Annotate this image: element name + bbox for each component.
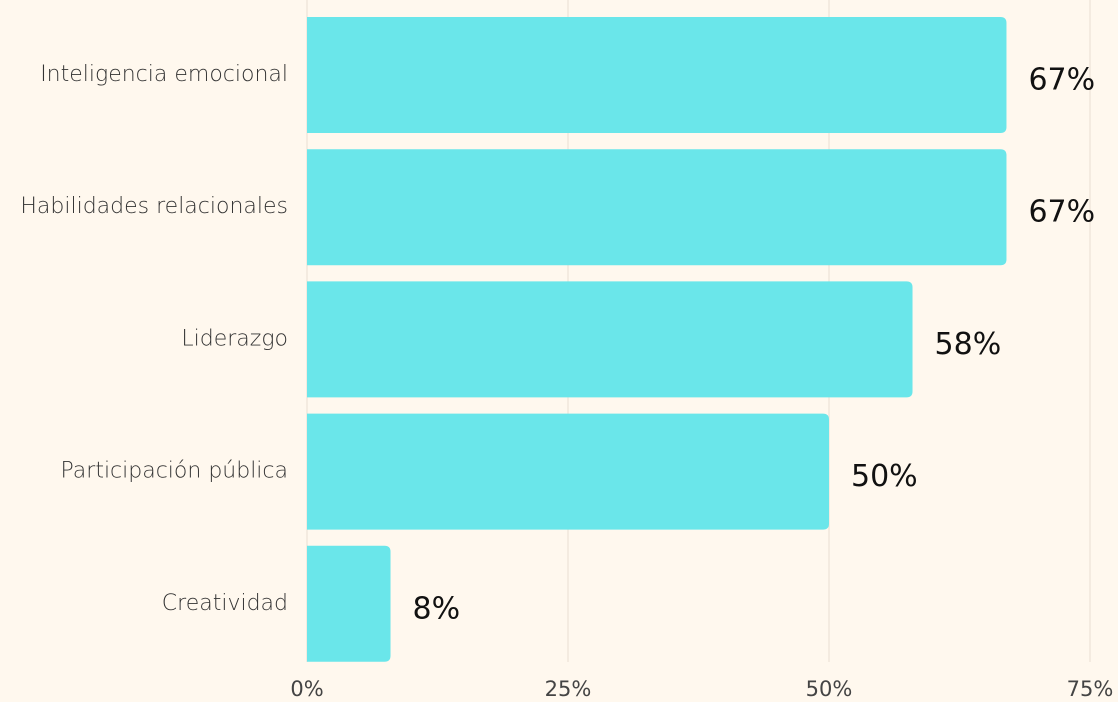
value-label: 67% <box>1028 195 1095 230</box>
value-label: 8% <box>413 591 461 626</box>
bar <box>307 413 829 530</box>
y-tick-label: Inteligencia emocional <box>40 62 288 87</box>
value-label: 58% <box>935 327 1002 362</box>
y-tick-label: Habilidades relacionales <box>20 194 288 219</box>
value-label: 50% <box>851 459 918 494</box>
x-tick-label: 75% <box>1067 677 1114 701</box>
bar <box>307 17 1007 133</box>
value-label: 67% <box>1028 63 1095 98</box>
x-tick-label: 25% <box>545 677 592 701</box>
y-tick-label: Liderazgo <box>181 326 288 351</box>
y-tick-label: Participación pública <box>61 459 288 484</box>
bar <box>307 149 1007 266</box>
y-tick-label: Creatividad <box>162 591 288 616</box>
x-tick-label: 0% <box>290 677 323 701</box>
bar <box>307 545 391 662</box>
x-tick-label: 50% <box>806 677 853 701</box>
bar <box>307 281 913 398</box>
